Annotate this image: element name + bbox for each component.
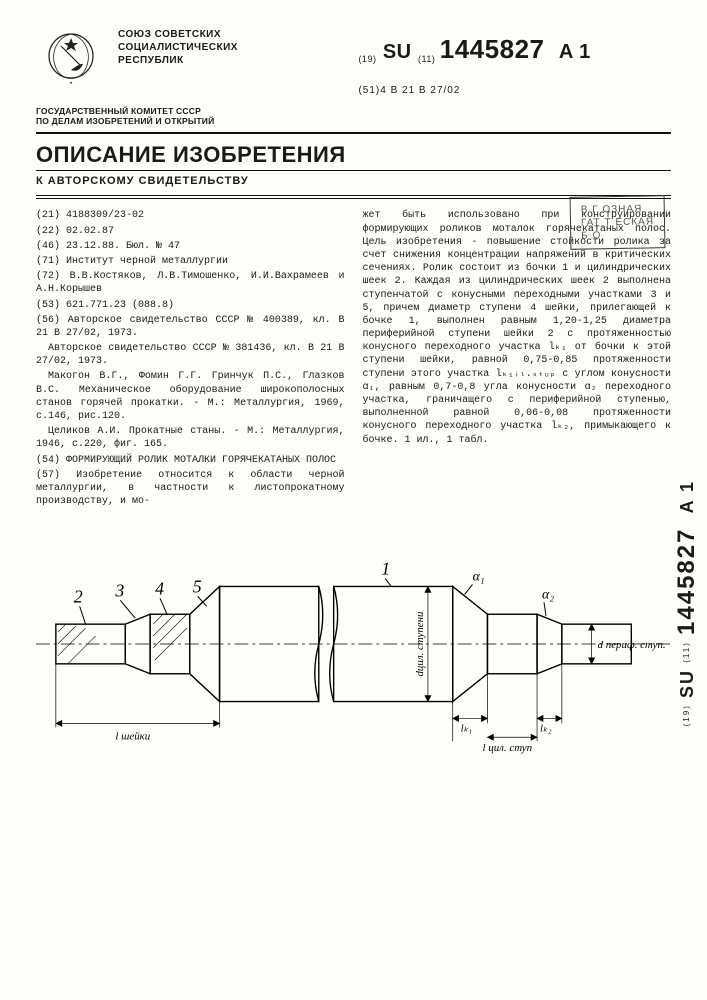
dim-l-neck: l шейки [115, 731, 150, 743]
dim-d-perif: d периф. ступ. [598, 639, 666, 651]
svg-text:★: ★ [69, 80, 73, 85]
ref-item: Целиков А.И. Прокатные станы. - М.: Мета… [36, 425, 345, 451]
left-column: (21) 4188309/23-02 (22) 02.02.87 (46) 23… [36, 209, 345, 510]
issuer-line: СОЮЗ СОВЕТСКИХ [118, 28, 358, 41]
field-71: (71) Институт черной металлургии [36, 255, 345, 268]
divider [36, 132, 671, 134]
divider [36, 170, 671, 171]
field-46: (46) 23.12.88. Бюл. № 47 [36, 240, 345, 253]
side-publication-number: (19) SU (11) 1445827 A 1 [673, 480, 701, 726]
document-subtitle: К АВТОРСКОМУ СВИДЕТЕЛЬСТВУ [36, 175, 671, 187]
field-54: (54) ФОРМИРУЮЩИЙ РОЛИК МОТАЛКИ ГОРЯЧЕКАТ… [36, 454, 345, 467]
callout-5: 5 [193, 577, 202, 597]
callout-3: 3 [114, 581, 124, 601]
ref-item: Авторское свидетельство СССР № 381436, к… [36, 342, 345, 368]
callout-1: 1 [381, 559, 390, 579]
issuer-block: СОЮЗ СОВЕТСКИХ СОЦИАЛИСТИЧЕСКИХ РЕСПУБЛИ… [118, 28, 358, 96]
library-stamp: В Г ОЗНАЯ ГАТ Т ЕСКАЯ Б О [570, 195, 666, 250]
committee-block: ГОСУДАРСТВЕННЫЙ КОМИТЕТ СССР ПО ДЕЛАМ ИЗ… [36, 106, 671, 126]
ipc-classification: (51)4 B 21 B 27/02 [358, 85, 671, 96]
field-57: (57) Изобретение относится к области чер… [36, 469, 345, 509]
angle-alpha1: α₁ [473, 570, 485, 585]
dim-lk1: lₖ₁ [461, 723, 473, 735]
dim-d-cyl-step: dцил. ступени [414, 611, 426, 677]
field-72: (72) В.В.Костяков, Л.В.Тимошенко, И.И.Ва… [36, 270, 345, 296]
document-title: ОПИСАНИЕ ИЗОБРЕТЕНИЯ [36, 142, 671, 168]
field-21: (21) 4188309/23-02 [36, 209, 345, 222]
right-column: жет быть использовано при конструировани… [363, 209, 672, 510]
field-22: (22) 02.02.87 [36, 225, 345, 238]
state-emblem: ★ [36, 28, 106, 88]
dim-lk2: lₖ₂ [540, 723, 552, 735]
callout-4: 4 [155, 579, 164, 599]
angle-alpha2: α₂ [542, 588, 554, 603]
issuer-line: РЕСПУБЛИК [118, 54, 358, 67]
ref-item: Макогон В.Г., Фомин Г.Г. Гринчук П.С., Г… [36, 370, 345, 423]
dim-l-cyl-step: l цил. ступ [482, 742, 532, 754]
publication-number: (19) SU (11) 1445827 A 1 [358, 34, 671, 65]
issuer-line: СОЦИАЛИСТИЧЕСКИХ [118, 41, 358, 54]
field-53: (53) 621.771.23 (088.8) [36, 299, 345, 312]
callout-2: 2 [74, 587, 83, 607]
technical-drawing: 1 2 3 4 5 α₁ α₂ [36, 524, 671, 764]
field-56: (56) Авторское свидетельство СССР № 4003… [36, 314, 345, 340]
